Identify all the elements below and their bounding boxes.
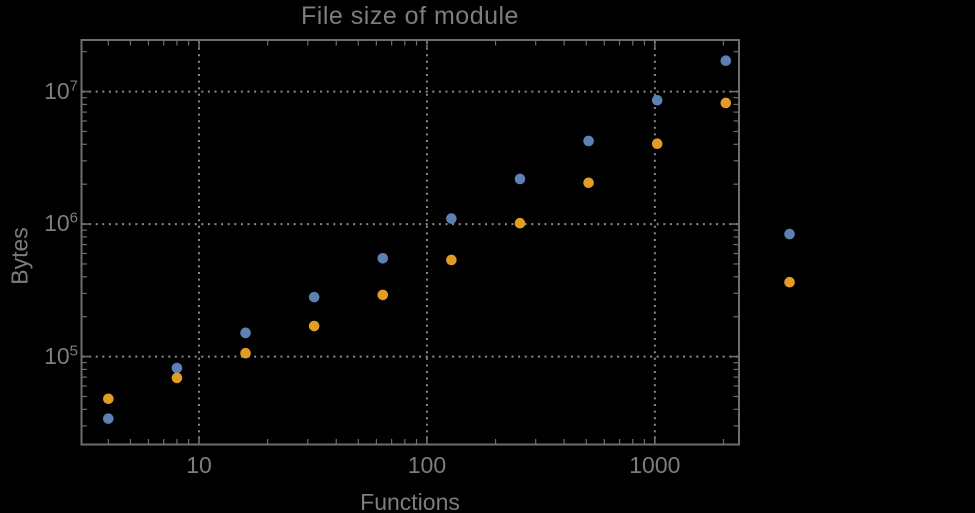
data-point-series-blue <box>308 291 320 303</box>
data-point-series-orange <box>103 393 114 405</box>
plot-frame <box>80 39 740 446</box>
data-point-series-blue <box>240 327 251 339</box>
x-tick-label: 100 <box>407 452 447 478</box>
y-tick-label: 106 <box>44 209 78 237</box>
data-point-series-blue <box>784 228 795 240</box>
x-axis-label: Functions <box>360 489 460 513</box>
data-point-series-blue <box>651 94 663 106</box>
x-tick-label: 1000 <box>629 452 681 478</box>
data-point-series-blue <box>377 252 389 264</box>
x-tick-label: 10 <box>186 452 212 478</box>
data-point-series-orange <box>514 217 526 229</box>
data-point-series-orange <box>651 138 663 150</box>
y-tick-label: 105 <box>44 341 78 369</box>
data-point-series-blue <box>103 413 114 424</box>
data-point-series-orange <box>377 289 389 301</box>
data-point-series-blue <box>446 213 457 224</box>
data-point-series-orange <box>720 97 732 109</box>
chart-title: File size of module <box>301 2 519 30</box>
y-tick-label: 107 <box>44 76 78 104</box>
data-point-series-orange <box>171 372 183 384</box>
data-point-series-blue <box>720 55 732 66</box>
data-point-series-orange <box>446 254 457 266</box>
data-point-series-orange <box>784 276 795 288</box>
data-point-series-blue <box>514 173 526 185</box>
data-point-series-blue <box>583 135 594 147</box>
y-axis-label: Bytes <box>6 227 33 285</box>
data-point-series-blue <box>171 362 183 374</box>
data-point-series-orange <box>583 177 594 189</box>
data-point-series-orange <box>308 320 320 332</box>
data-point-series-orange <box>240 347 251 359</box>
